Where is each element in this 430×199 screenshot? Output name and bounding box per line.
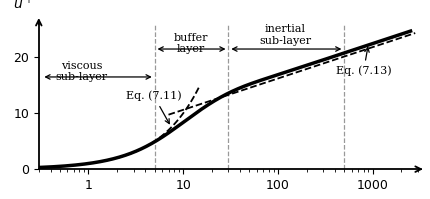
Text: viscous
sub-layer: viscous sub-layer [55,60,108,82]
Text: Eq. (7.13): Eq. (7.13) [335,48,390,76]
Text: inertial
sub-layer: inertial sub-layer [259,24,311,46]
Text: buffer
layer: buffer layer [173,33,207,54]
Text: Eq. (7.11): Eq. (7.11) [126,91,181,124]
Text: $u^+$: $u^+$ [13,0,34,12]
